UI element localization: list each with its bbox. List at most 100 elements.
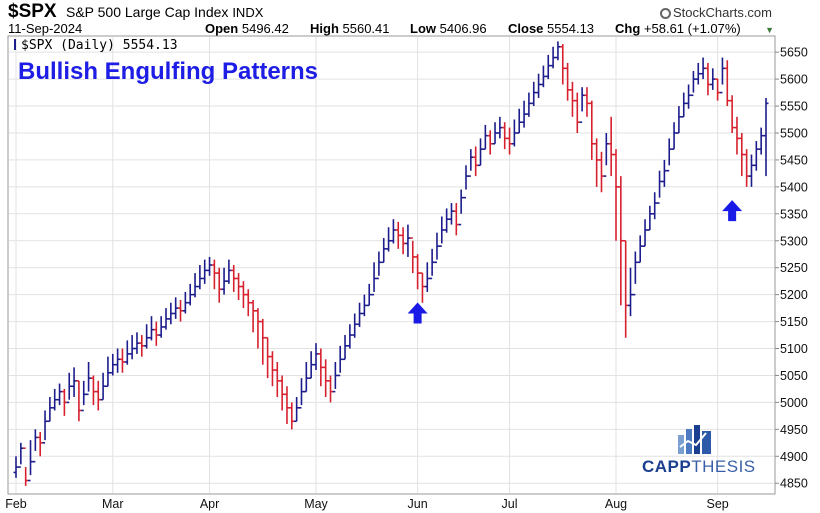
ohlc-bar (173, 297, 179, 319)
ohlc-bar (371, 262, 377, 296)
ohlc-bar (613, 149, 619, 241)
y-tick-label: 5300 (780, 234, 808, 248)
ohlc-bar (129, 335, 135, 360)
x-tick-label: Sep (706, 497, 728, 511)
ohlc-bar (560, 44, 566, 85)
ohlc-bar (487, 130, 493, 155)
bullish-arrow-up-icon (407, 302, 428, 324)
ohlc-bar (390, 219, 396, 244)
ohlc-bar (168, 302, 174, 325)
ohlc-bar (657, 170, 663, 204)
ohlc-bar (66, 372, 72, 404)
y-tick-label: 4900 (780, 450, 808, 464)
chart-title: Bullish Engulfing Patterns (18, 58, 319, 85)
ohlc-bar (734, 116, 740, 155)
ohlc-bar (207, 256, 213, 276)
ohlc-bar (269, 351, 275, 387)
brand-label: StockCharts.com (660, 5, 772, 20)
y-tick-label: 5650 (780, 46, 808, 60)
ohlc-bar (594, 138, 600, 187)
ohlc-bar (598, 151, 604, 193)
ohlc-bar (279, 375, 285, 411)
ohlc-bar (298, 378, 304, 409)
ohlc-bar (90, 375, 96, 406)
y-tick-label: 5500 (780, 126, 808, 140)
ohlc-bar (545, 54, 551, 80)
close-label: Close (508, 21, 544, 36)
ohlc-bar (589, 100, 595, 160)
ohlc-bar (511, 119, 517, 147)
ohlc-bar (652, 192, 658, 220)
capp-thesis-logo: CAPPTHESIS (642, 425, 755, 480)
ohlc-bar (719, 57, 725, 94)
brand-text: StockCharts.com (673, 5, 772, 20)
ohlc-bar (574, 92, 580, 133)
ohlc-bar (37, 432, 43, 457)
ohlc-bar (71, 367, 77, 398)
ohlc-bar (221, 267, 227, 295)
ohlc-bar (245, 289, 251, 317)
ohlc-bar (115, 348, 121, 373)
ohlc-bar (303, 361, 309, 393)
ohlc-bar (676, 106, 682, 134)
ohlc-bar (395, 221, 401, 249)
ohlc-bar (739, 132, 745, 177)
ohlc-bar (57, 383, 63, 406)
ohlc-bar (482, 124, 488, 150)
ohlc-bar (148, 316, 154, 341)
ohlc-bar (294, 397, 300, 423)
ohlc-bar (536, 73, 542, 98)
ohlc-bar (124, 340, 130, 365)
ohlc-bar (386, 227, 392, 252)
ohlc-bar (250, 300, 256, 333)
ohlc-bar (139, 335, 145, 357)
index-name: S&P 500 Large Cap Index (66, 4, 229, 20)
ohlc-bar (274, 361, 280, 398)
ohlc-bar (81, 380, 87, 412)
collapse-chevron-icon[interactable]: ▼ (765, 25, 774, 35)
ohlc-bar (52, 388, 58, 411)
ohlc-bar (192, 273, 198, 298)
logo-bars-icon (678, 425, 711, 454)
ohlc-bar (100, 372, 106, 401)
ohlc-bar (211, 259, 217, 290)
ohlc-bar (705, 62, 711, 96)
ohlc-bar (47, 397, 53, 423)
ohlc-bar (410, 237, 416, 274)
ohlc-bar (671, 122, 677, 150)
ohlc-bar (187, 283, 193, 306)
ohlc-bar (632, 251, 638, 296)
ohlc-bar (323, 359, 329, 398)
y-tick-label: 4850 (780, 477, 808, 491)
ohlc-bar (361, 294, 367, 317)
ohlc-bar (134, 332, 140, 354)
ohlc-bar (197, 265, 203, 290)
ohlc-bar (478, 138, 484, 167)
ohlc-bar (419, 272, 425, 303)
ohlc-bar (424, 262, 430, 292)
ohlc-bar (434, 232, 440, 264)
ohlc-bar (579, 87, 585, 124)
ohlc-bar (405, 224, 411, 257)
ohlc-bar (729, 95, 735, 133)
ohlc-bar (565, 62, 571, 101)
ticker-symbol: $SPX (8, 1, 57, 22)
high-label: High (310, 21, 339, 36)
low-value: 5406.96 (439, 21, 487, 36)
ohlc-bar (507, 127, 513, 155)
ohlc-bar (618, 176, 624, 306)
x-tick-label: Apr (200, 497, 219, 511)
ohlc-bar (13, 456, 19, 478)
ohlc-bar (163, 308, 169, 330)
ohlc-bar (763, 97, 769, 177)
ohlc-bar (240, 281, 246, 309)
ohlc-bar (715, 78, 721, 101)
ohlc-bar (318, 348, 324, 387)
ohlc-bar (153, 321, 159, 346)
ohlc-bar (95, 380, 101, 411)
ohlc-bar (497, 116, 503, 139)
ohlc-bar (473, 146, 479, 177)
index-full-name: S&P 500 Large Cap Index INDX (66, 4, 263, 20)
chart-date: 11-Sep-2024 (8, 21, 83, 36)
